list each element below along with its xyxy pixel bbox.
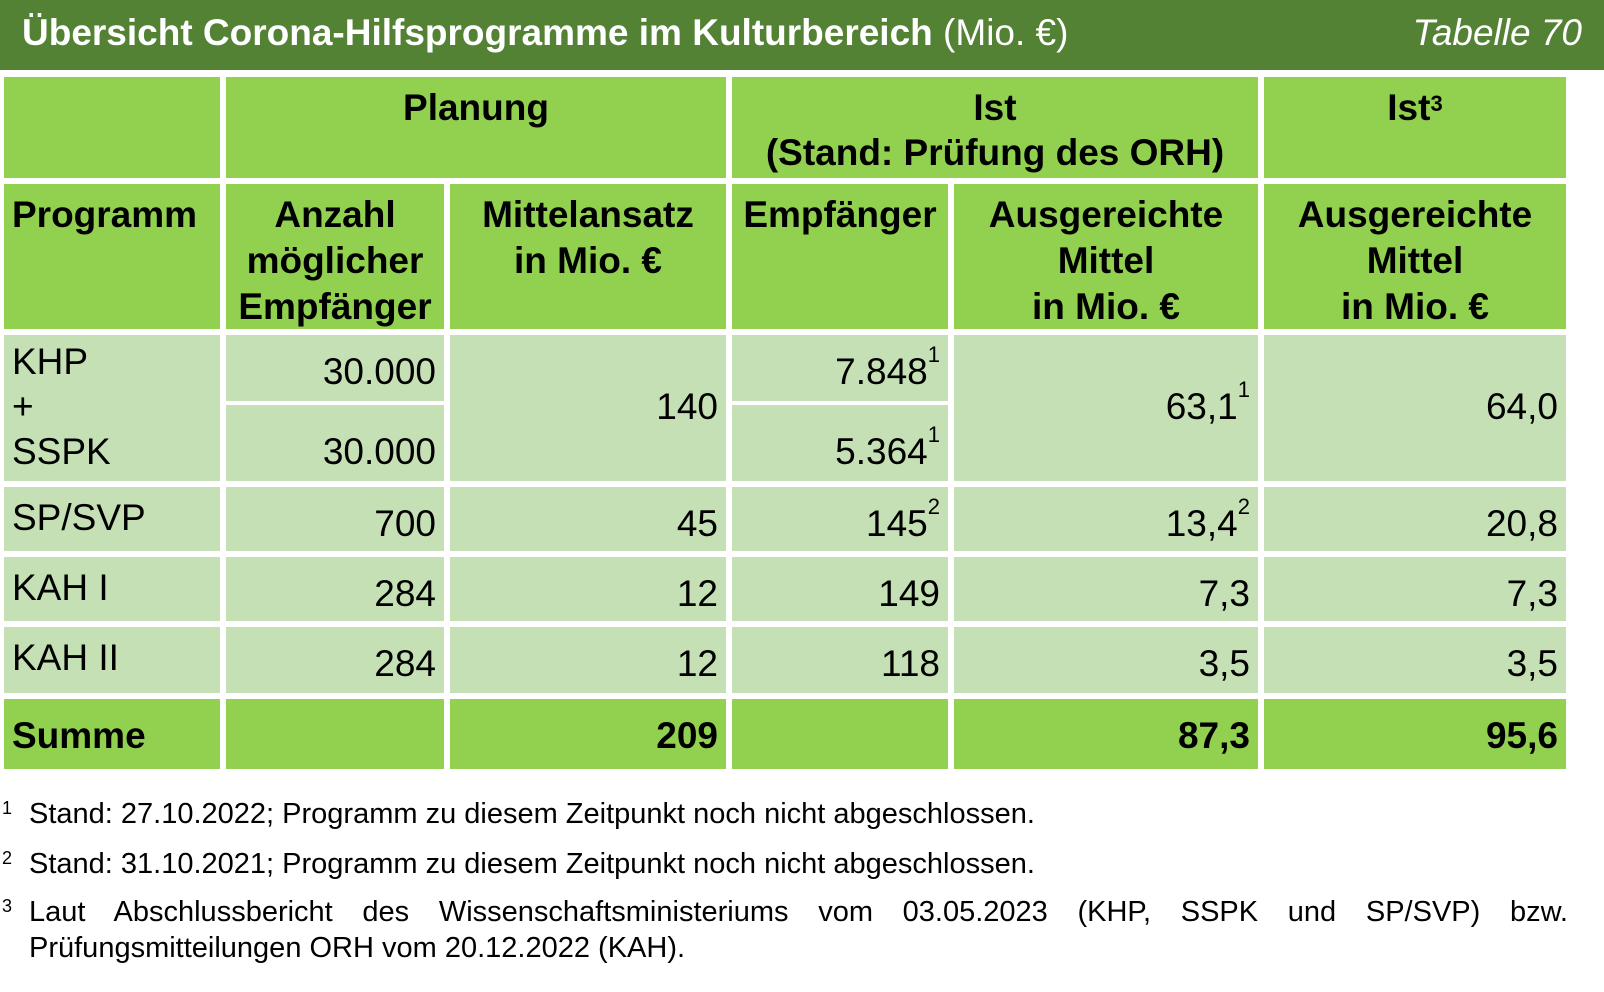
table-title-bar: Übersicht Corona-Hilfsprogramme im Kultu… — [0, 0, 1604, 70]
header-col-mittelansatz: Mittelansatz in Mio. € — [450, 184, 726, 329]
footnote-1-text: Stand: 27.10.2022; Programm zu diesem Ze… — [29, 798, 1035, 830]
header-col-empfaenger: Empfänger — [732, 184, 948, 329]
cell-kah2-ausgereicht: 3,5 — [954, 627, 1258, 693]
cell-summe-empfaenger — [732, 699, 948, 769]
footnote-2-text: Stand: 31.10.2021; Programm zu diesem Ze… — [29, 848, 1035, 880]
cell-sspk-empfaenger: 5.3641 — [732, 405, 948, 481]
row-label-khp-sspk: KHP + SSPK — [4, 335, 220, 481]
cell-summe-ausgereicht: 87,3 — [954, 699, 1258, 769]
cell-spsvp-empfaenger: 1452 — [732, 487, 948, 551]
footnote-1-number: 1 — [2, 798, 13, 818]
cell-summe-anzahl — [226, 699, 444, 769]
header-col-programm: Programm — [4, 184, 220, 329]
header-group-planung: Planung — [226, 77, 726, 178]
cell-summe-ist3: 95,6 — [1264, 699, 1566, 769]
cell-kah1-empfaenger: 149 — [732, 557, 948, 621]
row-label-summe: Summe — [4, 699, 220, 769]
header-ist-line1: Ist — [973, 87, 1017, 128]
cell-khp-sspk-mittelansatz: 140 — [450, 335, 726, 481]
footnote-3-text-line2: Prüfungsmitteilungen ORH vom 20.12.2022 … — [29, 932, 686, 964]
row-label-kah2: KAH II — [4, 627, 220, 693]
header-col-ausgereicht-ist3: Ausgereichte Mittel in Mio. € — [1264, 184, 1566, 329]
cell-kah1-anzahl: 284 — [226, 557, 444, 621]
cell-kah2-empfaenger: 118 — [732, 627, 948, 693]
header-group-ist: Ist (Stand: Prüfung des ORH) — [732, 77, 1258, 178]
cell-khp-sspk-ausgereicht: 63,11 — [954, 335, 1258, 481]
table-number: Tabelle 70 — [1412, 12, 1582, 53]
cell-kah2-ist3: 3,5 — [1264, 627, 1566, 693]
cell-kah2-anzahl: 284 — [226, 627, 444, 693]
cell-spsvp-anzahl: 700 — [226, 487, 444, 551]
cell-khp-anzahl: 30.000 — [226, 335, 444, 401]
header-ist-line2: (Stand: Prüfung des ORH) — [765, 132, 1225, 173]
title-main: Übersicht Corona-Hilfsprogramme im Kultu… — [22, 12, 933, 53]
cell-kah1-ist3: 7,3 — [1264, 557, 1566, 621]
cell-spsvp-ausgereicht: 13,42 — [954, 487, 1258, 551]
cell-khp-empfaenger: 7.8481 — [732, 335, 948, 401]
header-col-ausgereicht: Ausgereichte Mittel in Mio. € — [954, 184, 1258, 329]
row-label-spsvp: SP/SVP — [4, 487, 220, 551]
footnote-ref-3: 3 — [1430, 91, 1443, 116]
cell-kah2-mittelansatz: 12 — [450, 627, 726, 693]
cell-summe-mittelansatz: 209 — [450, 699, 726, 769]
footnote-3-number: 3 — [2, 896, 13, 916]
cell-kah1-mittelansatz: 12 — [450, 557, 726, 621]
footnote-3-text-line1: Laut Abschlussbericht des Wissenschaftsm… — [29, 896, 1568, 928]
cell-khp-sspk-ist3: 64,0 — [1264, 335, 1566, 481]
cell-spsvp-ist3: 20,8 — [1264, 487, 1566, 551]
footnote-2-number: 2 — [2, 848, 13, 868]
table-title: Übersicht Corona-Hilfsprogramme im Kultu… — [22, 12, 1068, 54]
cell-spsvp-mittelansatz: 45 — [450, 487, 726, 551]
cell-sspk-anzahl: 30.000 — [226, 405, 444, 481]
header-col-anzahl: Anzahl möglicher Empfänger — [226, 184, 444, 329]
header-group-ist3: Ist3 — [1264, 77, 1566, 178]
cell-kah1-ausgereicht: 7,3 — [954, 557, 1258, 621]
title-unit: (Mio. €) — [943, 12, 1069, 53]
row-label-kah1: KAH I — [4, 557, 220, 621]
header-empty-corner — [4, 77, 220, 178]
